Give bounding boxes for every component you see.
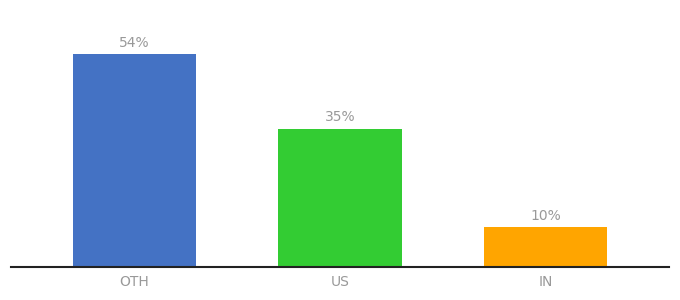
Bar [484, 227, 607, 267]
Text: 35%: 35% [324, 110, 356, 124]
Bar [278, 129, 402, 267]
Text: 10%: 10% [530, 208, 561, 223]
Bar [73, 54, 196, 267]
Text: 54%: 54% [119, 36, 150, 50]
